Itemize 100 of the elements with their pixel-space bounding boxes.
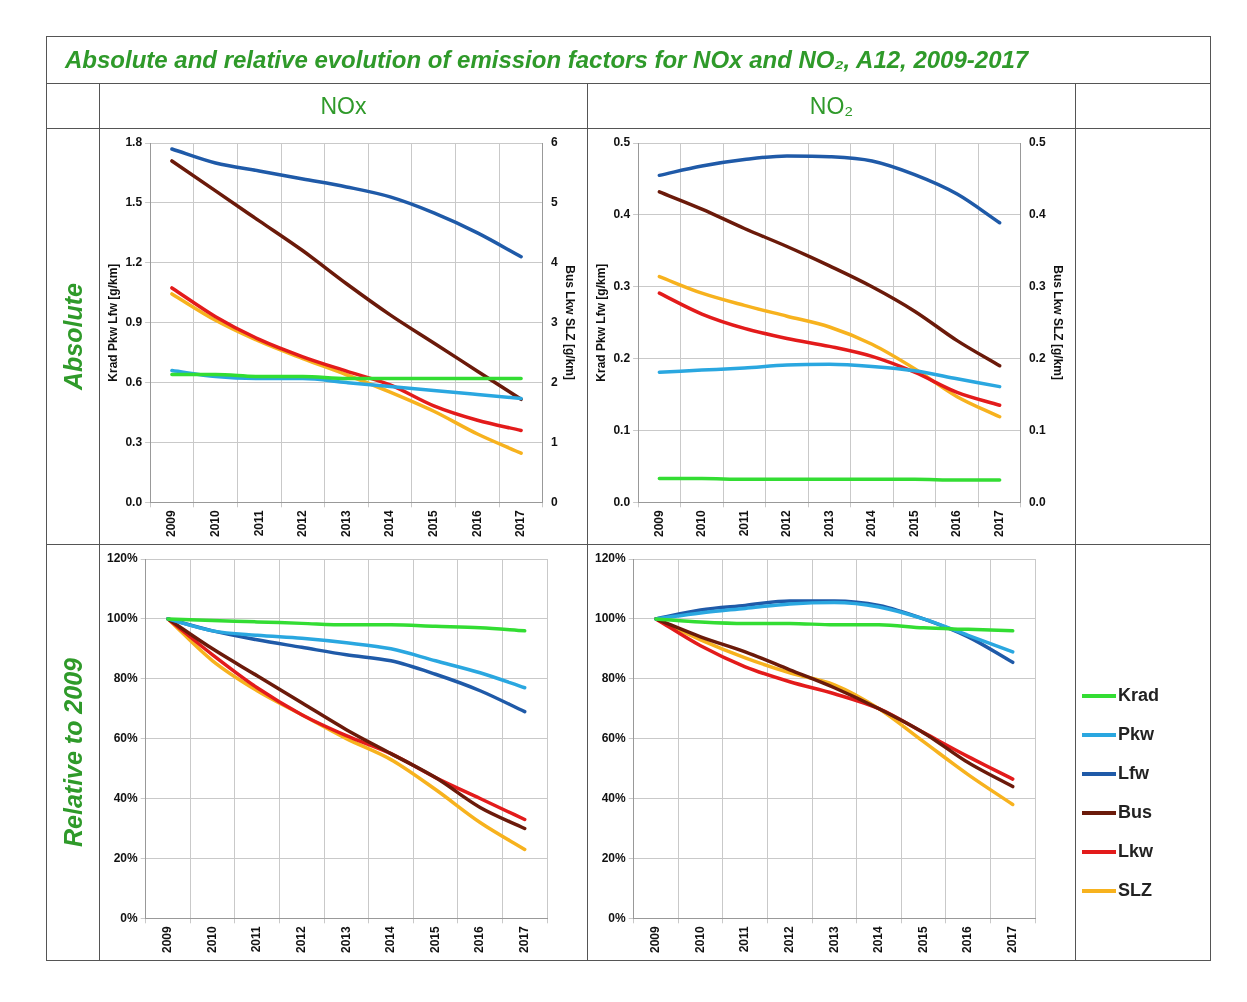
text: Absolute — [58, 283, 88, 390]
y-tick-label: 0.5 — [613, 135, 631, 150]
y-tick-label: 0.9 — [125, 314, 143, 329]
y-tick-label: 60% — [601, 730, 627, 745]
x-tick-label: 2013 — [338, 925, 353, 954]
y-tick-label: 1.5 — [125, 195, 143, 210]
y2-tick-label: 0.0 — [1028, 494, 1046, 509]
x-tick-label: 2009 — [651, 509, 666, 538]
y2-tick-label: 1 — [550, 434, 558, 449]
x-tick-label: 2010 — [692, 925, 707, 954]
y2-tick-label: 0.3 — [1028, 279, 1046, 294]
y-tick-label: 0.3 — [125, 434, 143, 449]
y-tick-label: 120% — [594, 551, 627, 566]
x-tick-label: 2010 — [207, 509, 222, 538]
text: Absolute and relative evolution of emission factors for NOx and NO₂, A12, 2009-2017 — [47, 37, 1210, 84]
line-series — [657, 291, 1002, 408]
line-series — [657, 362, 1002, 389]
legend-label: Lfw — [1118, 763, 1149, 784]
text: Relative to 2009 — [58, 658, 88, 847]
y-tick-label: 0.0 — [613, 494, 631, 509]
y2-tick-label: 6 — [550, 135, 558, 150]
x-tick-label: 2016 — [949, 509, 964, 538]
x-tick-label: 2014 — [864, 509, 879, 538]
y-tick-label: 60% — [113, 730, 139, 745]
x-tick-label: 2012 — [779, 509, 794, 538]
y2-tick-label: 2 — [550, 374, 558, 389]
y-tick-label: 20% — [601, 850, 627, 865]
x-tick-label: 2012 — [294, 925, 309, 954]
x-tick-label: 2013 — [338, 509, 353, 538]
x-tick-label: 2013 — [821, 509, 836, 538]
y2-tick-label: 3 — [550, 314, 558, 329]
line-series — [657, 190, 1002, 368]
x-tick-label: 2009 — [164, 509, 179, 538]
x-tick-label: 2009 — [160, 925, 175, 954]
y-tick-label: 0% — [608, 910, 627, 925]
y2-tick-label: 4 — [550, 255, 558, 270]
y2-tick-label: 0.5 — [1028, 135, 1046, 150]
y-tick-label: 40% — [601, 790, 627, 805]
x-tick-label: 2011 — [737, 925, 752, 953]
x-tick-label: 2011 — [251, 509, 266, 537]
x-tick-label: 2015 — [906, 509, 921, 538]
line-series — [166, 617, 527, 690]
x-tick-label: 2015 — [915, 925, 930, 954]
x-tick-label: 2017 — [991, 509, 1006, 538]
y-tick-label: 40% — [113, 790, 139, 805]
line-series — [170, 147, 523, 259]
y-tick-label: 100% — [106, 611, 139, 626]
x-tick-label: 2017 — [517, 925, 532, 954]
x-tick-label: 2011 — [736, 509, 751, 537]
y2-tick-label: 0.1 — [1028, 422, 1046, 437]
y-tick-label: 1.8 — [125, 135, 143, 150]
line-series — [657, 154, 1002, 225]
x-tick-label: 2014 — [383, 925, 398, 954]
y-tick-label: 0.1 — [613, 422, 631, 437]
y-tick-label: 0.6 — [125, 374, 143, 389]
y-tick-label: 0.0 — [125, 494, 143, 509]
y-tick-label: 0.4 — [613, 207, 631, 222]
y-axis-title: Krad Pkw Lfw [g/km] — [105, 263, 120, 382]
y2-tick-label: 0 — [550, 494, 558, 509]
x-tick-label: 2010 — [204, 925, 219, 954]
line-series — [170, 368, 523, 401]
x-tick-label: 2015 — [426, 509, 441, 538]
y-tick-label: 0% — [120, 910, 139, 925]
x-tick-label: 2017 — [1005, 925, 1020, 954]
legend-label: SLZ — [1118, 880, 1152, 901]
legend-label: Pkw — [1118, 724, 1155, 745]
y2-tick-label: 5 — [550, 195, 558, 210]
y-tick-label: 100% — [594, 611, 627, 626]
chart-title: NOx — [100, 84, 588, 128]
line-series — [170, 159, 523, 402]
legend-label: Krad — [1118, 685, 1160, 706]
y2-tick-label: 0.2 — [1028, 350, 1046, 365]
y2-axis-title: Bus Lkw SLZ [g/km] — [1051, 265, 1066, 380]
legend-label: Bus — [1118, 802, 1153, 823]
y-tick-label: 80% — [113, 671, 139, 686]
x-tick-label: 2013 — [826, 925, 841, 954]
x-tick-label: 2014 — [382, 509, 397, 538]
chart-title: NO₂ — [588, 84, 1076, 128]
x-tick-label: 2016 — [960, 925, 975, 954]
line-series — [654, 600, 1015, 654]
x-tick-label: 2016 — [472, 925, 487, 954]
y-tick-label: 20% — [113, 850, 139, 865]
x-tick-label: 2009 — [648, 925, 663, 954]
line-series — [166, 617, 527, 633]
y-tick-label: 0.3 — [613, 279, 631, 294]
y-axis-title: Krad Pkw Lfw [g/km] — [593, 263, 608, 382]
y-tick-label: 1.2 — [125, 255, 143, 270]
x-tick-label: 2010 — [694, 509, 709, 538]
x-tick-label: 2012 — [295, 509, 310, 538]
x-tick-label: 2014 — [871, 925, 886, 954]
y2-tick-label: 0.4 — [1028, 207, 1046, 222]
x-tick-label: 2017 — [513, 509, 528, 538]
x-tick-label: 2015 — [427, 925, 442, 954]
y-tick-label: 80% — [601, 671, 627, 686]
line-series — [170, 286, 523, 433]
y-tick-label: 0.2 — [613, 350, 631, 365]
y2-axis-title: Bus Lkw SLZ [g/km] — [563, 265, 578, 380]
line-series — [657, 274, 1002, 419]
legend-label: Lkw — [1118, 841, 1154, 862]
x-tick-label: 2011 — [249, 925, 264, 953]
